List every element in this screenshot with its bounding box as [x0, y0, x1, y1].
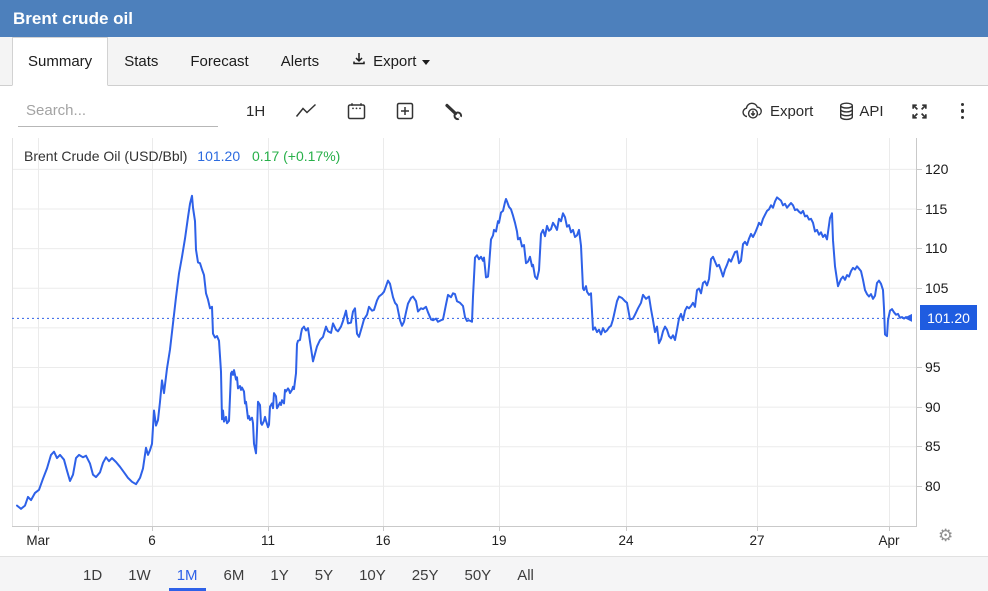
api-label: API — [859, 102, 884, 120]
export-chart-button[interactable]: Export — [741, 102, 813, 120]
date-range-button[interactable] — [347, 102, 366, 120]
x-tick — [268, 527, 269, 531]
chart-area: Brent Crude Oil (USD/Bbl) 101.20 0.17 (+… — [0, 136, 988, 556]
window-header: Brent crude oil — [0, 0, 988, 37]
x-axis-label: 16 — [375, 533, 391, 548]
tab-export-label: Export — [373, 52, 417, 70]
tab-stats-label: Stats — [124, 52, 159, 70]
y-axis-label: 90 — [925, 398, 941, 415]
range-button-6m[interactable]: 6M — [223, 567, 245, 584]
expand-icon — [910, 102, 929, 121]
y-axis-label: 110 — [925, 240, 948, 257]
chart-type-button[interactable] — [295, 103, 317, 119]
calendar-icon — [347, 102, 366, 120]
y-tick — [917, 446, 922, 448]
range-button-5y[interactable]: 5Y — [314, 567, 334, 584]
fullscreen-button[interactable] — [910, 102, 929, 121]
price-change-value: 0.17 (+0.17%) — [252, 148, 341, 164]
wrench-icon — [444, 102, 464, 121]
chart-toolbar: 1H — [0, 86, 988, 136]
tab-forecast[interactable]: Forecast — [174, 37, 264, 85]
x-tick — [499, 527, 500, 531]
interval-label: 1H — [246, 102, 266, 120]
tab-forecast-label: Forecast — [190, 52, 249, 70]
range-button-1m[interactable]: 1M — [168, 562, 206, 591]
chart-legend: Brent Crude Oil (USD/Bbl) 101.20 0.17 (+… — [24, 148, 340, 164]
range-button-50y[interactable]: 50Y — [464, 567, 492, 584]
y-tick — [917, 208, 922, 210]
tab-stats[interactable]: Stats — [108, 37, 174, 85]
tab-summary[interactable]: Summary — [12, 37, 109, 86]
tab-alerts[interactable]: Alerts — [265, 37, 335, 85]
y-axis-label: 105 — [925, 279, 949, 296]
tab-export[interactable]: Export — [335, 37, 446, 85]
x-axis-label: Apr — [878, 533, 900, 548]
y-tick — [917, 366, 922, 368]
range-button-all[interactable]: All — [517, 567, 534, 584]
line-chart-icon — [295, 103, 317, 119]
series-label: Brent Crude Oil (USD/Bbl) — [24, 148, 188, 164]
x-tick — [626, 527, 627, 531]
chart-tools: 1H — [246, 102, 464, 121]
range-button-25y[interactable]: 25Y — [411, 567, 439, 584]
page-title: Brent crude oil — [13, 8, 133, 28]
x-axis-label: 11 — [260, 533, 276, 548]
range-button-1d[interactable]: 1D — [83, 567, 103, 584]
y-axis-label: 120 — [925, 160, 949, 177]
x-tick — [383, 527, 384, 531]
add-indicator-button[interactable] — [396, 102, 414, 120]
y-tick — [917, 287, 922, 289]
price-series-line — [16, 194, 912, 510]
plus-square-icon — [396, 102, 414, 120]
x-axis-label: 27 — [749, 533, 765, 548]
x-axis-label: 24 — [618, 533, 634, 548]
time-range-bar: 1D 1W 1M 6M 1Y 5Y 10Y 25Y 50Y All — [0, 556, 988, 591]
y-axis-label: 80 — [925, 477, 941, 494]
tab-bar: Summary Stats Forecast Alerts Export — [0, 37, 988, 86]
range-button-1w[interactable]: 1W — [128, 567, 151, 584]
range-button-1y[interactable]: 1Y — [270, 567, 289, 584]
x-tick — [38, 527, 39, 531]
tab-summary-label: Summary — [28, 53, 93, 70]
current-price-badge: 101.20 — [920, 305, 977, 331]
x-axis-label: 6 — [148, 533, 156, 548]
chart-settings-button[interactable] — [444, 102, 464, 121]
x-tick — [757, 527, 758, 531]
price-line-chart[interactable] — [12, 138, 917, 527]
y-tick — [917, 168, 922, 170]
api-button[interactable]: API — [839, 101, 884, 121]
chevron-down-icon — [422, 59, 431, 65]
database-icon — [839, 101, 854, 121]
more-options-button[interactable] — [955, 101, 971, 122]
last-price-value: 101.20 — [197, 148, 241, 164]
search-input[interactable] — [18, 95, 218, 127]
x-tick — [152, 527, 153, 531]
y-tick — [917, 406, 922, 408]
toolbar-right: Export API — [741, 101, 970, 122]
x-tick — [889, 527, 890, 531]
cloud-download-icon — [741, 102, 765, 120]
gear-icon[interactable]: ⚙ — [938, 526, 954, 546]
export-chart-label: Export — [769, 102, 814, 120]
y-tick — [917, 485, 922, 487]
download-icon — [351, 51, 367, 71]
tab-alerts-label: Alerts — [280, 52, 320, 70]
interval-button[interactable]: 1H — [246, 103, 265, 120]
range-button-10y[interactable]: 10Y — [359, 567, 386, 584]
x-axis-label: 19 — [491, 533, 507, 548]
y-axis-label: 95 — [925, 358, 941, 375]
y-tick — [917, 248, 922, 250]
y-axis-label: 115 — [925, 200, 948, 217]
x-axis-label: Mar — [26, 533, 50, 548]
y-axis-label: 85 — [925, 438, 941, 455]
